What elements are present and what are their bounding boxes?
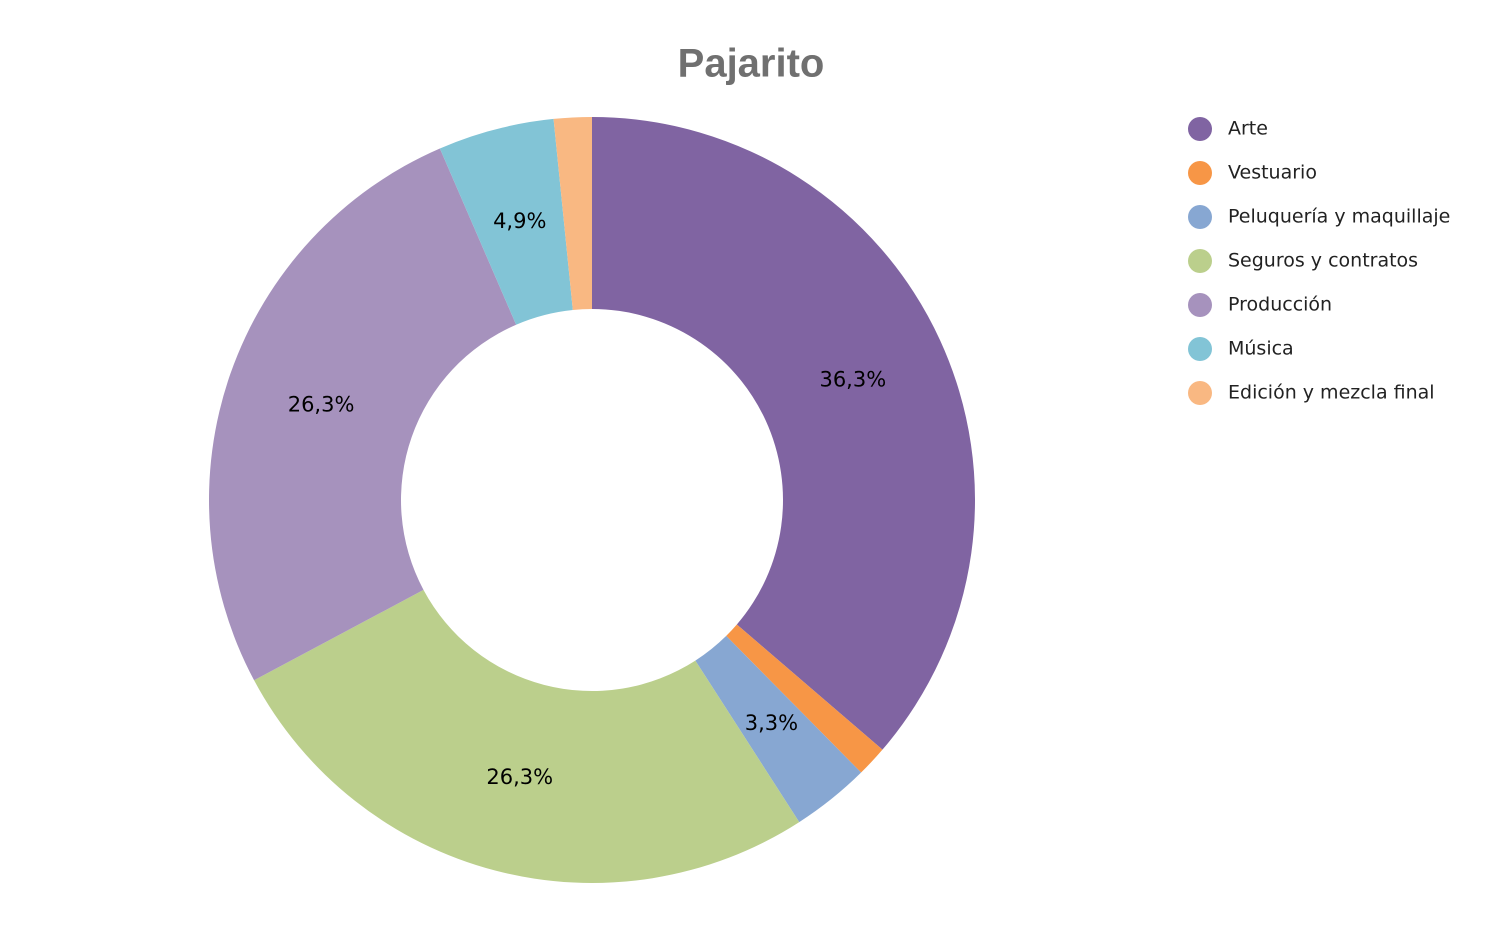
legend-label: Producción <box>1228 294 1332 316</box>
chart-title: Pajarito <box>678 42 825 86</box>
legend-label: Seguros y contratos <box>1228 250 1418 272</box>
legend-label: Arte <box>1228 118 1268 140</box>
slice <box>726 624 883 773</box>
value-label: 26,3% <box>486 765 553 789</box>
legend-marker <box>1188 161 1212 185</box>
slice <box>254 589 800 884</box>
legend-label: Vestuario <box>1228 162 1317 184</box>
slice <box>439 118 573 325</box>
legend-label: Peluquería y maquillaje <box>1228 206 1450 228</box>
value-label: 36,3% <box>819 367 886 391</box>
legend-marker <box>1188 249 1212 273</box>
value-label: 3,3% <box>745 711 798 735</box>
legend-marker <box>1188 205 1212 229</box>
legend-label: Edición y mezcla final <box>1228 382 1435 404</box>
slice <box>553 117 592 310</box>
legend-marker <box>1188 381 1212 405</box>
slice <box>592 117 976 750</box>
legend-marker <box>1188 337 1212 361</box>
legend-marker <box>1188 117 1212 141</box>
value-label: 4,9% <box>493 209 546 233</box>
legend-label: Música <box>1228 338 1294 360</box>
value-label: 26,3% <box>288 392 355 416</box>
slice <box>695 635 862 823</box>
slice <box>208 148 517 681</box>
legend-marker <box>1188 293 1212 317</box>
